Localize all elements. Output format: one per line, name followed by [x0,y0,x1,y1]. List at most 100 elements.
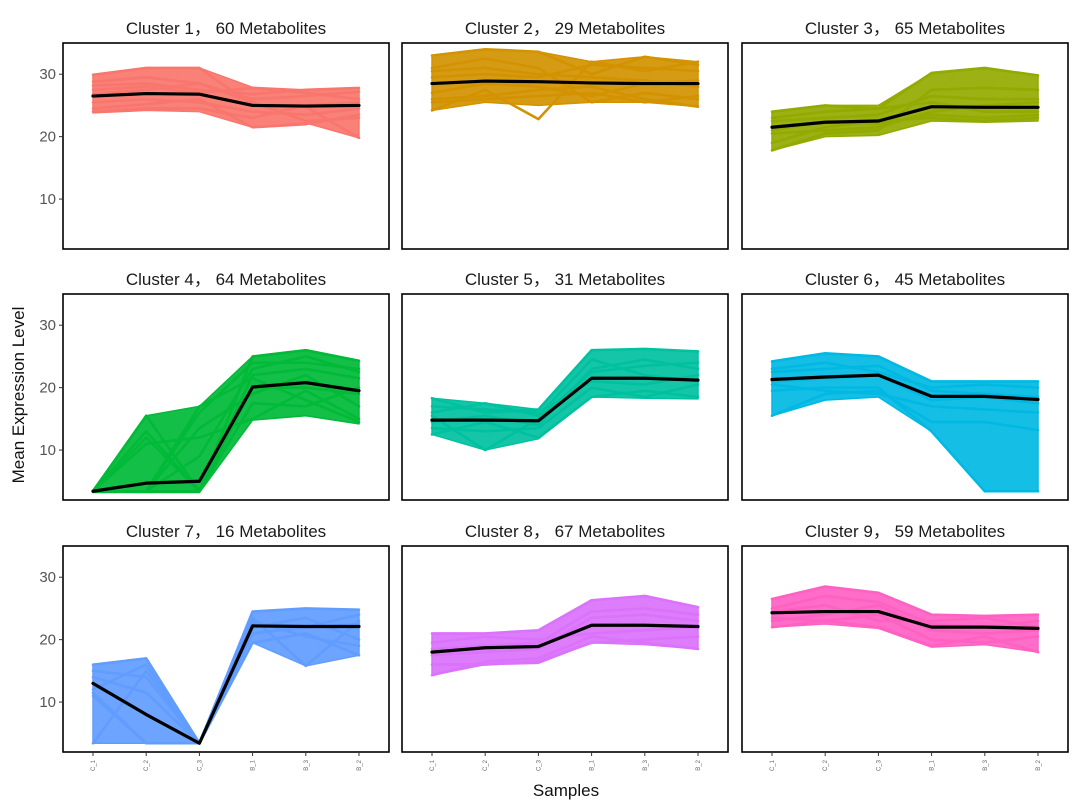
y-tick-label: 20 [39,632,56,649]
mean-expression-line [91,624,361,745]
x-tick-label: B_2 [357,759,363,770]
x-tick-label: C_1 [91,759,97,771]
metabolite-line [770,613,1040,645]
x-tick-label: B_3 [643,759,649,770]
panel-title: Cluster 6， 45 Metabolites [805,270,1005,289]
y-tick-label: 30 [39,66,56,83]
panel-frame [62,545,390,753]
panel-frame [401,42,729,250]
x-tick-label: B_3 [983,759,989,770]
mean-expression-line [430,376,700,423]
x-tick-label: C_3 [876,759,882,771]
panel-cluster-9: Cluster 9， 59 Metabolites C_1 C_2 C_3 B_1 B_3… [741,522,1069,771]
panel-title: Cluster 8， 67 Metabolites [465,522,665,541]
metabolite-line [430,594,700,635]
x-tick-label: C_3 [536,759,542,771]
x-tick-label: B_1 [590,759,596,770]
y-tick-label: 10 [39,191,56,208]
mean-expression-line [770,105,1040,129]
metabolite-line [430,63,700,79]
mean-expression-line [91,381,361,493]
metabolite-line [430,383,700,433]
y-tick-label: 20 [39,129,56,146]
panel-title: Cluster 2， 29 Metabolites [465,19,665,38]
metabolite-line [91,386,361,493]
panel-cluster-8: Cluster 8， 67 Metabolites C_1 C_2 C_3 B_1 B_3… [401,522,729,771]
y-axis-title: Mean Expression Level [9,307,28,484]
metabolite-line [430,66,700,88]
y-tick-label: 10 [39,442,56,459]
metabolite-line [770,386,1040,493]
metabolite-line [91,348,361,493]
panel-cluster-2: Cluster 2， 29 Metabolites [401,19,729,250]
y-tick-label: 10 [39,694,56,711]
metabolite-line [770,361,1040,389]
panel-title: Cluster 1， 60 Metabolites [126,19,326,38]
panel-title: Cluster 9， 59 Metabolites [805,522,1005,541]
mean-expression-line [770,373,1040,402]
metabolite-line [91,66,361,140]
mean-expression-line [430,79,700,86]
metabolite-line [430,57,700,104]
panel-cluster-6: Cluster 6， 45 Metabolites [741,270,1069,501]
panel-frame [62,42,390,250]
panel-title: Cluster 7， 16 Metabolites [126,522,326,541]
metabolite-line [770,585,1040,618]
panel-frame [62,293,390,501]
expression-range-band [771,352,1039,493]
metabolite-line [430,607,700,651]
x-tick-label: B_2 [1036,759,1042,770]
x-axis-title: Samples [533,781,599,800]
metabolite-line [770,352,1040,383]
metabolite-line [770,66,1040,113]
panel-frame [741,293,1069,501]
panel-title: Cluster 4， 64 Metabolites [126,270,326,289]
x-tick-label: C_2 [483,759,489,771]
metabolite-line [430,358,700,418]
y-tick-label: 20 [39,380,56,397]
panel-cluster-5: Cluster 5， 31 Metabolites [401,270,729,501]
panel-frame [741,42,1069,250]
panel-cluster-4: Cluster 4， 64 Metabolites 10 20 30 [39,270,390,501]
mean-expression-line [430,623,700,654]
x-tick-label: C_1 [770,759,776,771]
metabolite-line [770,86,1040,152]
panel-title: Cluster 5， 31 Metabolites [465,270,665,289]
x-tick-label: C_2 [823,759,829,771]
panel-frame [741,545,1069,753]
facet-panels: Cluster 1， 60 Metabolites 10 20 30 Cluster 2… [39,19,1069,771]
metabolite-line [91,97,361,117]
metabolite-line [770,364,1040,399]
metabolite-line [770,389,1040,432]
metabolite-line [430,91,700,104]
metabolite-line [430,47,700,76]
mean-expression-line [91,91,361,108]
panel-frame [401,293,729,501]
panel-cluster-1: Cluster 1， 60 Metabolites 10 20 30 [39,19,390,250]
x-tick-label: B_1 [251,759,257,770]
x-tick-label: B_2 [696,759,702,770]
metabolite-line [91,386,361,493]
metabolite-line [770,619,1040,654]
y-tick-label: 30 [39,317,56,334]
panel-title: Cluster 3， 65 Metabolites [805,19,1005,38]
x-tick-label: B_1 [930,759,936,770]
metabolite-line [430,389,700,439]
x-tick-label: B_3 [304,759,310,770]
panel-cluster-3: Cluster 3， 65 Metabolites [741,19,1069,250]
metabolite-line [91,85,361,101]
metabolite-line [91,82,361,96]
metabolite-line [91,389,361,493]
panel-frame [401,545,729,753]
x-tick-label: C_3 [197,759,203,771]
metabolite-line [770,101,1040,120]
metabolite-line [430,613,700,657]
x-tick-label: C_1 [430,759,436,771]
mean-expression-line [770,609,1040,631]
panel-cluster-7: Cluster 7， 16 Metabolites 10 20 30 C_1 C_2 C_3… [39,522,390,771]
y-tick-label: 30 [39,569,56,586]
x-tick-label: C_2 [144,759,150,771]
metabolite-line [770,383,1040,414]
metabolite-line [430,373,700,414]
